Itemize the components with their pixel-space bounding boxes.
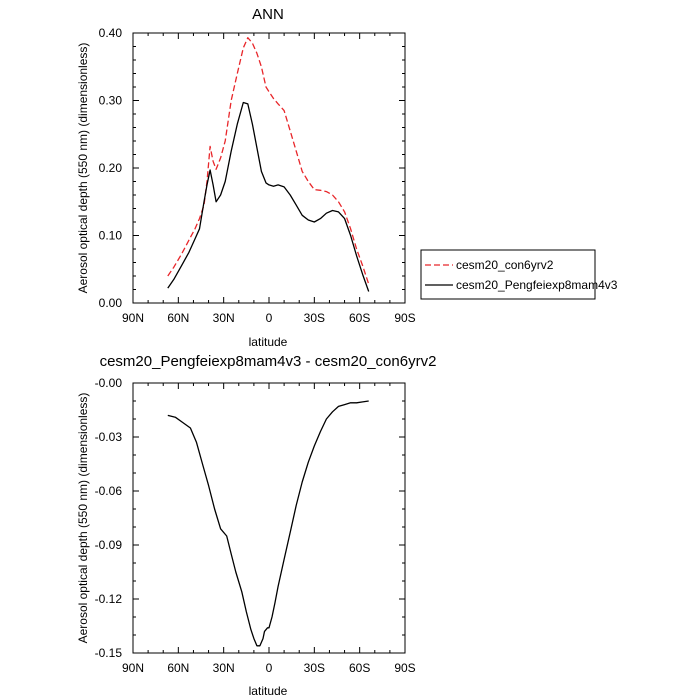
bottom-y-tick-label: -0.09 (95, 538, 123, 552)
top-x-tick-label: 90S (394, 311, 415, 325)
bottom-y-tick-label: -0.06 (95, 484, 123, 498)
top-series-line-2 (167, 101, 370, 292)
bottom-y-tick-label: -0.00 (95, 376, 123, 390)
top-x-tick-label: 30S (304, 311, 325, 325)
legend: cesm20_con6yrv2 cesm20_Pengfeiexp8mam4v3 (420, 249, 618, 300)
bottom-series-group (167, 400, 369, 647)
top-y-axis-title: Aerosol optical depth (550 nm) (dimensio… (76, 43, 90, 294)
bottom-x-tick-label: 90N (122, 661, 144, 675)
bottom-x-tick-label: 30S (304, 661, 325, 675)
bottom-y-tick-label: -0.03 (95, 430, 123, 444)
top-x-tick-label: 60N (167, 311, 189, 325)
top-ticks: 90N 60N 30N 0 30S 60S 90S 0.00 0.10 0.20 0.30 0.40 (99, 26, 416, 325)
top-x-tick-label: 0 (266, 311, 273, 325)
bottom-plot-title: cesm20_Pengfeiexp8mam4v3 - cesm20_con6yr… (100, 353, 437, 370)
top-plot-title: ANN (252, 6, 284, 23)
top-x-tick-label: 60S (349, 311, 370, 325)
top-panel: ANN Aerosol optical depth (550 nm) (dime… (76, 6, 416, 349)
top-series-line-1 (167, 37, 370, 285)
legend-box (420, 249, 596, 300)
top-y-tick-label: 0.30 (99, 94, 123, 108)
top-y-tick-label: 0.00 (99, 296, 123, 310)
bottom-y-axis-title: Aerosol optical depth (550 nm) (dimensio… (76, 393, 90, 644)
bottom-panel: cesm20_Pengfeiexp8mam4v3 - cesm20_con6yr… (76, 353, 436, 698)
bottom-x-tick-label: 90S (394, 661, 415, 675)
bottom-x-tick-label: 60N (167, 661, 189, 675)
bottom-x-tick-label: 30N (213, 661, 235, 675)
top-y-tick-label: 0.40 (99, 26, 123, 40)
top-x-axis-title: latitude (249, 335, 288, 349)
top-series-group (167, 37, 370, 292)
bottom-ticks: 90N 60N 30N 0 30S 60S 90S -0.15 -0.12 -0.09 -0.06 -… (95, 376, 416, 675)
bottom-y-tick-label: -0.12 (95, 592, 123, 606)
bottom-x-tick-label: 60S (349, 661, 370, 675)
bottom-y-tick-label: -0.15 (95, 646, 123, 660)
legend-label-series-2: cesm20_Pengfeiexp8mam4v3 (456, 278, 618, 292)
bottom-x-axis-title: latitude (249, 684, 288, 698)
top-x-tick-label: 90N (122, 311, 144, 325)
bottom-series-line-1 (167, 400, 369, 647)
top-y-tick-label: 0.20 (99, 161, 123, 175)
top-x-tick-label: 30N (213, 311, 235, 325)
top-y-tick-label: 0.10 (99, 229, 123, 243)
bottom-plot-frame (132, 382, 406, 654)
top-plot-frame (132, 32, 406, 304)
legend-label-series-1: cesm20_con6yrv2 (456, 258, 554, 272)
bottom-x-tick-label: 0 (266, 661, 273, 675)
